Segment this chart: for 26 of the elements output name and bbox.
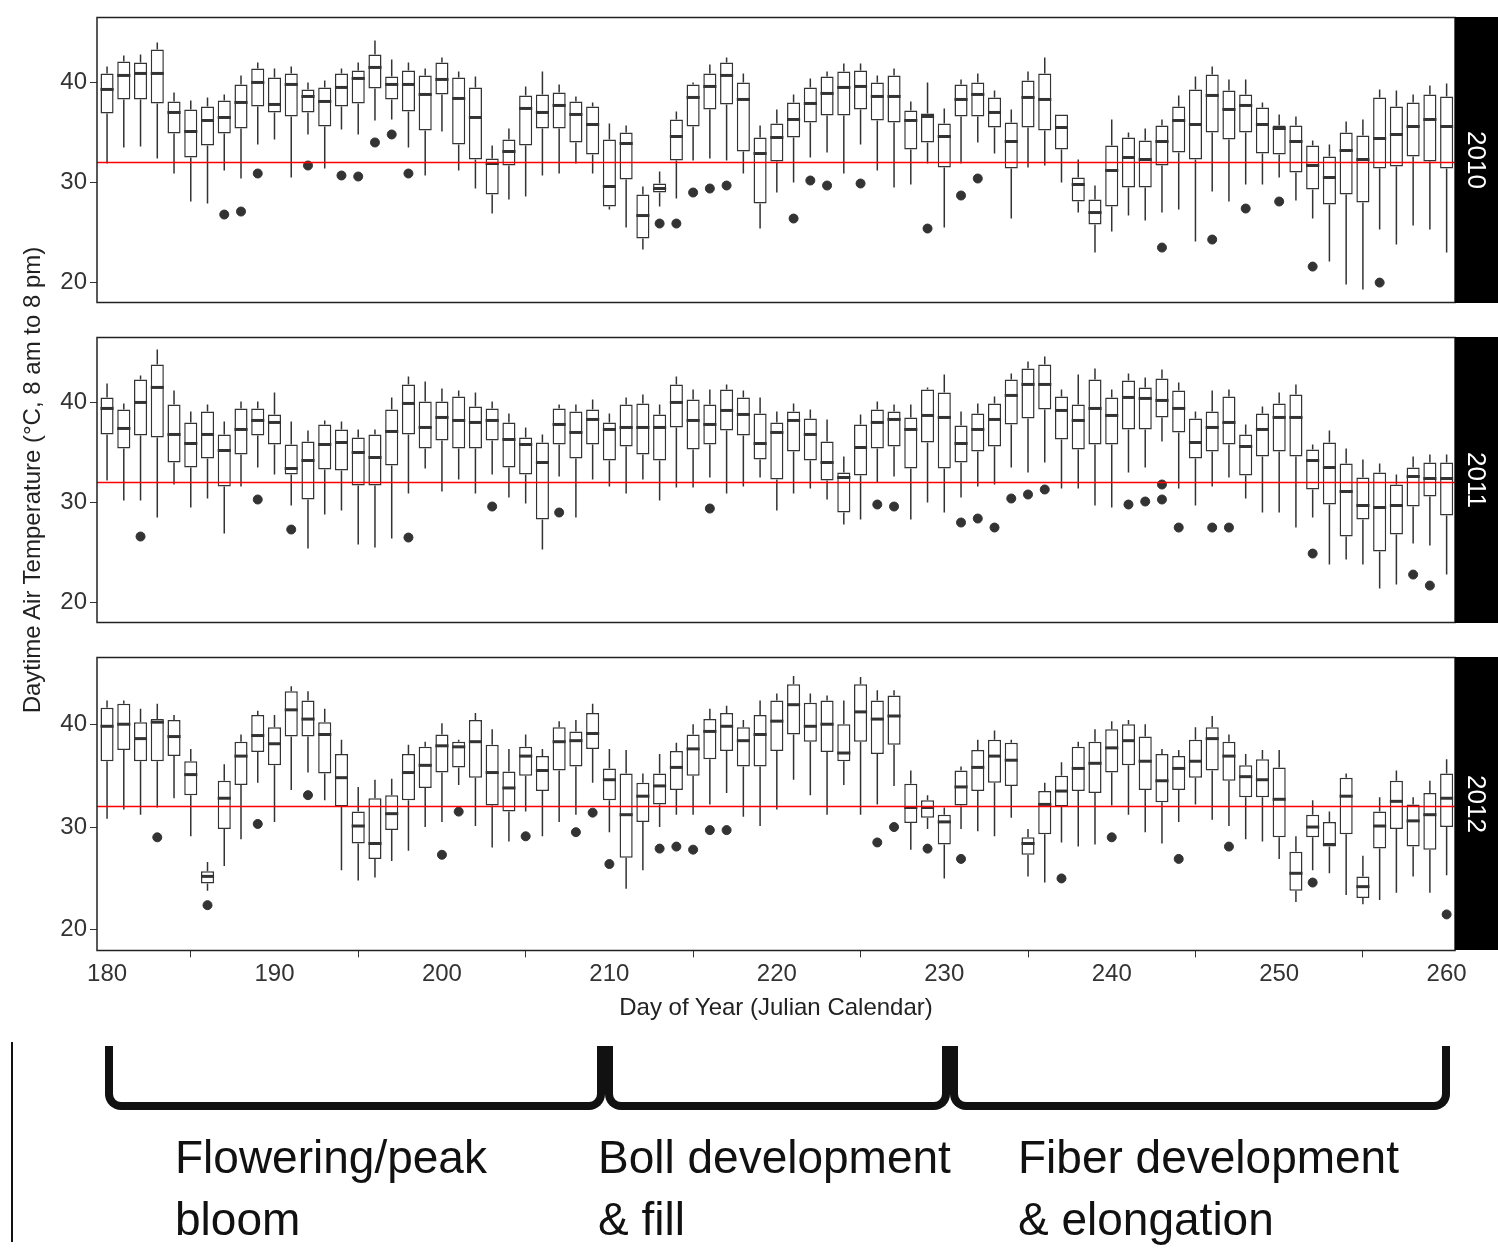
y-tick-label: 40	[60, 387, 87, 415]
y-tick-label: 30	[60, 487, 87, 515]
y-tick-label: 20	[60, 267, 87, 295]
x-tick-label: 230	[924, 959, 965, 987]
y-tick-label: 20	[60, 914, 87, 942]
x-tick-label: 260	[1426, 959, 1467, 987]
y-tick-label: 30	[60, 811, 87, 839]
x-tick-label: 210	[589, 959, 630, 987]
text: 2011	[1461, 452, 1492, 508]
text: 2012	[1461, 774, 1492, 833]
x-axis-title: Day of Year (Julian Calendar)	[619, 993, 933, 1021]
x-tick-label: 180	[87, 959, 128, 987]
y-tick-label: 30	[60, 167, 87, 195]
y-tick-label: 40	[60, 708, 87, 736]
text: Fiber development & elongation	[1018, 1130, 1400, 1247]
x-tick-label: 190	[254, 959, 295, 987]
text: 2010	[1461, 131, 1492, 189]
x-tick-label: 220	[756, 959, 797, 987]
y-tick-label: 20	[60, 587, 87, 615]
x-tick-label: 200	[421, 959, 462, 987]
text: Flowering/peak bloom	[175, 1130, 488, 1247]
y-tick-label: 40	[60, 67, 87, 95]
x-tick-label: 240	[1091, 959, 1132, 987]
text: Boll development & fill	[598, 1130, 952, 1247]
y-axis-title: Daytime Air Temperature (°C, 8 am to 8 pm)	[18, 246, 46, 714]
x-tick-label: 250	[1259, 959, 1300, 987]
